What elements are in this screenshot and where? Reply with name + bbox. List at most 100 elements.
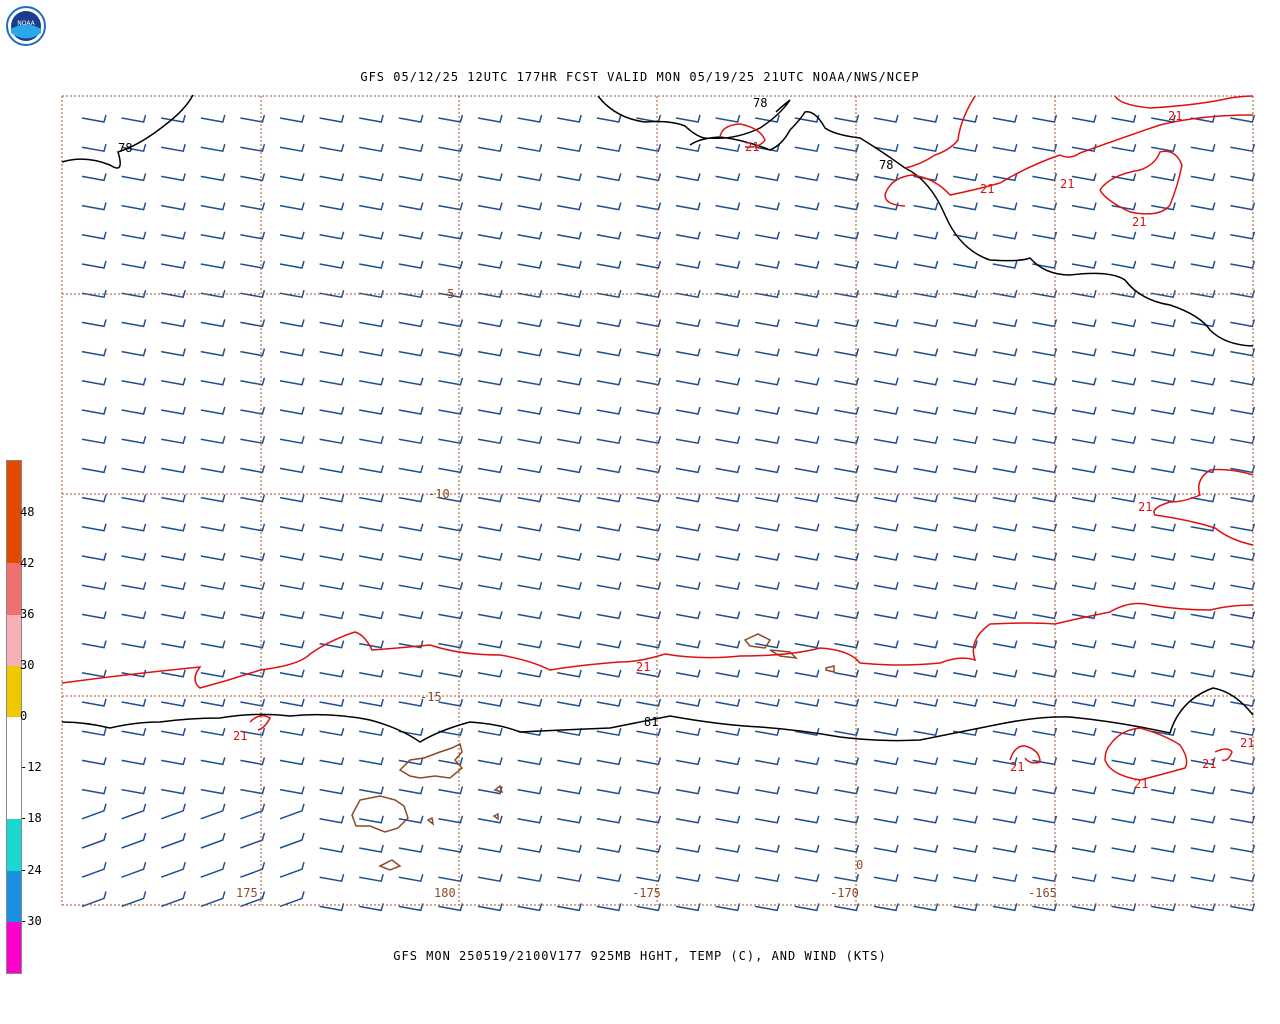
wind-barb — [438, 348, 464, 357]
wind-barb — [992, 202, 1018, 211]
wind-barb — [398, 552, 424, 561]
wind-barb — [359, 727, 384, 737]
wind-barb — [953, 465, 978, 474]
wind-barb — [596, 581, 622, 591]
wind-barb — [81, 891, 107, 908]
wind-barb — [398, 815, 424, 824]
wind-barb — [1071, 202, 1097, 211]
wind-barbs — [81, 114, 1256, 912]
wind-barb — [398, 873, 424, 883]
wind-barb — [1190, 844, 1216, 853]
lat-label: -10 — [428, 487, 450, 501]
wind-barb — [438, 815, 464, 824]
wind-barb — [715, 640, 741, 649]
wind-barb — [755, 465, 780, 474]
wind-barb — [1230, 523, 1256, 532]
wind-barb — [636, 786, 662, 795]
wind-barb — [1151, 202, 1176, 211]
wind-barb — [636, 757, 662, 766]
wind-barb — [794, 757, 820, 766]
wind-barb — [596, 173, 622, 182]
wind-barb — [992, 552, 1018, 561]
wind-barb — [834, 581, 860, 591]
colorbar-label: -30 — [20, 914, 42, 928]
wind-barb — [240, 727, 266, 737]
wind-barb — [557, 757, 582, 766]
wind-barb — [636, 844, 662, 853]
wind-barb — [1032, 260, 1058, 269]
wind-barb — [715, 757, 741, 766]
wind-barb — [755, 231, 780, 240]
wind-barb — [200, 861, 226, 878]
wind-barb — [477, 727, 503, 737]
wind-barb — [438, 786, 464, 795]
temp-contour-label: 21 — [1132, 215, 1146, 229]
wind-barb — [715, 231, 741, 240]
wind-barb — [755, 319, 780, 328]
wind-barb — [477, 698, 503, 707]
wind-barb — [161, 231, 186, 240]
wind-barb — [200, 465, 226, 474]
wind-barb — [240, 173, 266, 182]
wind-barb — [596, 844, 622, 853]
wind-barb — [715, 465, 741, 474]
wind-barb — [675, 698, 701, 707]
wind-barb — [200, 640, 226, 649]
wind-barb — [1190, 494, 1216, 503]
wind-barb — [121, 202, 147, 211]
wind-barb — [200, 202, 226, 211]
wind-barb — [715, 611, 741, 620]
wind-barb — [240, 231, 266, 240]
wind-barb — [1230, 319, 1256, 328]
wind-barb — [359, 669, 384, 678]
wind-barb — [755, 873, 780, 883]
wind-barb — [755, 435, 780, 445]
wind-barb — [1190, 348, 1216, 357]
wind-barb — [398, 260, 424, 269]
wind-barb — [755, 581, 780, 591]
wind-barb — [596, 289, 622, 299]
lon-label: -165 — [1028, 886, 1057, 900]
wind-barb — [1151, 669, 1176, 678]
wind-barb — [557, 260, 582, 269]
wind-barb — [953, 114, 978, 123]
wind-barb — [834, 640, 860, 649]
wind-barb — [1032, 611, 1058, 620]
wind-barb — [319, 640, 345, 649]
colorbar-label: 36 — [20, 607, 35, 621]
wind-barb — [279, 803, 305, 820]
wind-barb — [596, 435, 622, 445]
wind-barb — [1190, 757, 1216, 766]
wind-barb — [517, 173, 543, 182]
wind-barb — [161, 114, 186, 123]
wind-barb — [913, 844, 939, 853]
wind-barb — [913, 494, 939, 503]
wind-barb — [953, 348, 978, 357]
wind-barb — [477, 815, 503, 824]
wind-barb — [477, 289, 503, 299]
wind-barb — [715, 348, 741, 357]
wind-barb — [755, 260, 780, 269]
wind-barb — [200, 523, 226, 532]
wind-barb — [1032, 348, 1058, 357]
wind-barb — [675, 289, 701, 299]
wind-barb — [359, 260, 384, 269]
wind-barb — [438, 698, 464, 707]
wind-barb — [121, 494, 147, 503]
wind-barb — [438, 844, 464, 853]
wind-barb — [557, 611, 582, 620]
wind-barb — [715, 669, 741, 678]
wind-barb — [715, 173, 741, 182]
wind-barb — [913, 143, 939, 153]
wind-barb — [596, 873, 622, 883]
wind-barb — [121, 289, 147, 299]
wind-barb — [477, 173, 503, 182]
wind-barb — [1111, 260, 1137, 269]
wind-barb — [913, 114, 939, 123]
wind-barb — [953, 406, 978, 415]
wind-barb — [834, 114, 860, 123]
wind-barb — [1151, 581, 1176, 591]
wind-barb — [992, 406, 1018, 415]
wind-barb — [1151, 552, 1176, 561]
wind-barb — [319, 202, 345, 211]
